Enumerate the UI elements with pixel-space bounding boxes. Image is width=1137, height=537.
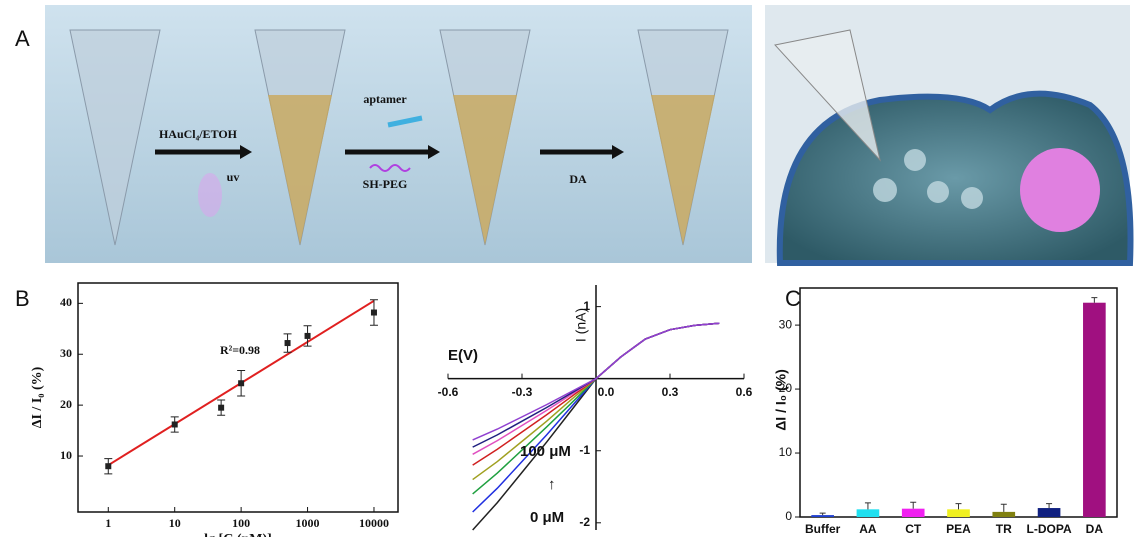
y-tick-label: 40 [60, 295, 72, 309]
uv-glow [198, 173, 222, 217]
reagent: DA [569, 172, 587, 186]
x-tick-label: AA [859, 522, 877, 536]
annotation: ↑ [548, 476, 556, 493]
error-bar [865, 503, 871, 509]
reagent: uv [227, 170, 240, 184]
point [105, 463, 111, 469]
reagent: HAuCl₄/ETOH [159, 127, 238, 141]
y-tick-label: 10 [60, 448, 72, 462]
schematic: HAuCl₄/ETOH uv aptamer SH-PEG DA A [15, 5, 1131, 263]
x-tick-label: Buffer [805, 522, 841, 536]
bar [857, 509, 880, 517]
bar [947, 509, 970, 517]
panel-label: B [15, 286, 30, 311]
annotation: 100 μM [520, 443, 571, 460]
reagent: SH-PEG [363, 177, 408, 191]
point [172, 421, 178, 427]
error-bar [1091, 298, 1097, 303]
error-bar [910, 502, 916, 508]
bar [992, 512, 1015, 517]
plot-frame [800, 288, 1117, 517]
bar [1083, 303, 1106, 517]
y-tick-label: 20 [60, 397, 72, 411]
bar [811, 515, 834, 517]
x-axis-label: lg [C (nM)] [204, 532, 272, 537]
x-tick-label: 100 [232, 516, 250, 530]
y-axis-label: ΔI / I₀ (%) [30, 366, 45, 428]
x-tick-label: DA [1086, 522, 1104, 536]
y-axis-label: I (nA) [573, 308, 589, 342]
point [238, 380, 244, 386]
point [371, 310, 377, 316]
plot-frame [78, 283, 398, 512]
x-tick-label: 1000 [296, 516, 320, 530]
annotation: R²=0.98 [220, 343, 260, 357]
point [305, 333, 311, 339]
y-tick-label: -2 [579, 515, 590, 529]
error-bar [1046, 504, 1052, 508]
y-tick-label: 0 [785, 509, 792, 523]
panel-label: C [785, 286, 801, 311]
x-tick-label: 10 [169, 516, 181, 530]
y-tick-label: 30 [60, 346, 72, 360]
bar [902, 509, 925, 517]
figure: HAuCl₄/ETOH uv aptamer SH-PEG DA A B C 1… [0, 0, 1137, 537]
x-tick-label: 0.3 [662, 385, 679, 399]
x-tick-label: 0.0 [598, 385, 615, 399]
nucleus [1020, 148, 1100, 232]
bar [1038, 508, 1061, 517]
point [285, 340, 291, 346]
x-tick-label: TR [996, 522, 1012, 536]
x-axis-label: E(V) [448, 347, 478, 364]
x-tick-label: PEA [946, 522, 971, 536]
panel-label: A [15, 26, 30, 51]
x-tick-label: -0.3 [512, 385, 533, 399]
annotation: 0 μM [530, 509, 564, 526]
x-tick-label: -0.6 [438, 385, 459, 399]
y-tick-label: 30 [779, 317, 793, 331]
y-tick-label: 10 [779, 445, 793, 459]
error-bar [820, 513, 826, 515]
x-tick-label: 10000 [359, 516, 389, 530]
page: HAuCl₄/ETOH uv aptamer SH-PEG DA A B C 1… [0, 0, 1137, 537]
x-tick-label: L-DOPA [1027, 522, 1072, 536]
error-bar [1001, 504, 1007, 512]
x-tick-label: CT [905, 522, 922, 536]
y-tick-label: -1 [579, 443, 590, 457]
y-axis-label: ΔI / I₀ (%) [773, 369, 789, 430]
x-tick-label: 1 [105, 516, 111, 530]
error-bar [956, 504, 962, 510]
x-tick-label: 0.6 [736, 385, 753, 399]
point [218, 405, 224, 411]
reagent: aptamer [363, 92, 407, 106]
